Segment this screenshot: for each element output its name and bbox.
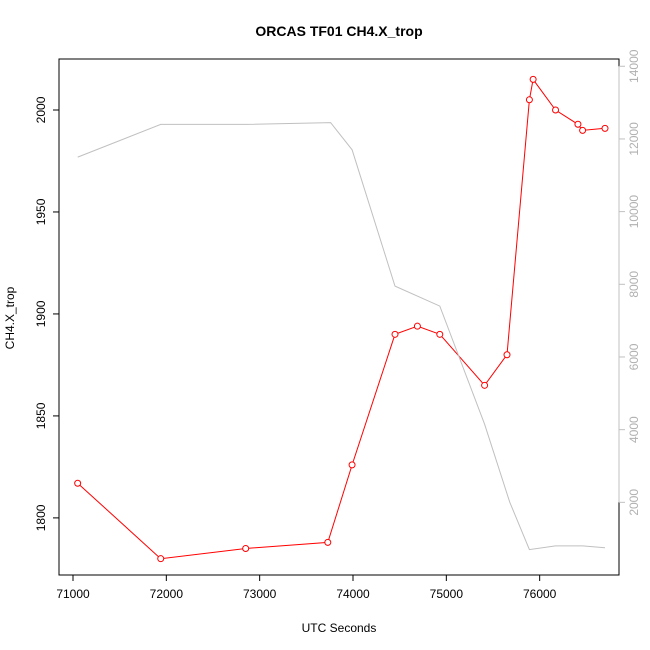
data-point — [242, 544, 250, 552]
y-tick-label: 1800 — [34, 504, 48, 531]
x-tick-label: 71000 — [56, 587, 90, 601]
data-point — [324, 538, 332, 546]
y-tick-label: 1900 — [34, 300, 48, 327]
y2-tick-label: 2000 — [627, 489, 641, 516]
y-axis-left: 1800 1850 1900 1950 2000 — [34, 96, 60, 531]
x-axis-label: UTC Seconds — [302, 621, 377, 635]
y2-tick-label: 6000 — [627, 343, 641, 370]
x-tick-label: 75000 — [430, 587, 464, 601]
y-axis-right: 2000 4000 6000 8000 10000 12000 14000 — [618, 49, 641, 516]
data-point — [413, 322, 421, 330]
x-tick-label: 74000 — [336, 587, 370, 601]
data-point — [348, 461, 356, 469]
y2-tick-label: 4000 — [627, 416, 641, 443]
y2-tick-label: 14000 — [627, 49, 641, 83]
x-tick-label: 72000 — [150, 587, 184, 601]
data-point — [503, 351, 511, 359]
data-point — [552, 106, 560, 114]
data-point — [74, 479, 82, 487]
y-tick-label: 2000 — [34, 96, 48, 123]
y2-tick-label: 12000 — [627, 122, 641, 156]
data-point — [601, 124, 609, 132]
y-axis-label: CH4.X_trop — [3, 286, 17, 349]
series-line-right — [77, 122, 606, 551]
y2-tick-label: 10000 — [627, 195, 641, 229]
x-tick-label: 76000 — [523, 587, 557, 601]
data-point — [574, 120, 582, 128]
data-point — [529, 75, 537, 83]
y-tick-label: 1850 — [34, 402, 48, 429]
data-point — [481, 381, 489, 389]
chart-title: ORCAS TF01 CH4.X_trop — [255, 23, 422, 39]
data-point — [391, 330, 399, 338]
y2-tick-label: 8000 — [627, 271, 641, 298]
plot-frame — [58, 58, 620, 576]
data-point — [579, 126, 587, 134]
data-point — [157, 555, 165, 563]
data-point — [436, 330, 444, 338]
x-axis: 71000 72000 73000 74000 75000 76000 — [56, 574, 557, 601]
series-line-left — [77, 78, 606, 560]
x-tick-label: 73000 — [243, 587, 277, 601]
data-point — [525, 96, 533, 104]
y-tick-label: 1950 — [34, 198, 48, 225]
series-layer — [74, 75, 609, 563]
